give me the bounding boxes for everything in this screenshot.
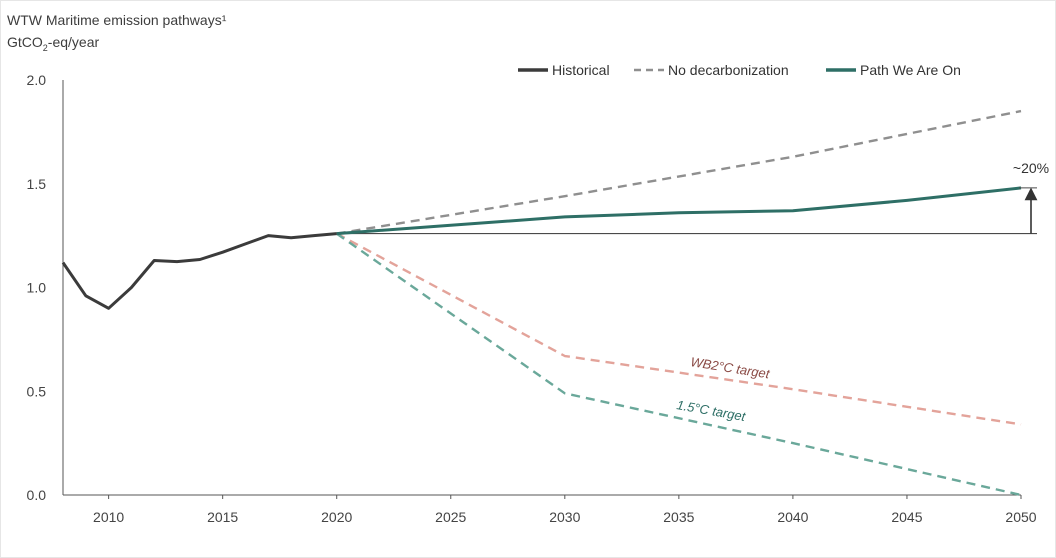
y-tick-label: 1.0 xyxy=(27,280,47,296)
x-tick-label: 2050 xyxy=(1005,509,1036,525)
x-tick-label: 2040 xyxy=(777,509,808,525)
x-tick-label: 2035 xyxy=(663,509,694,525)
legend-label-historical: Historical xyxy=(552,62,610,78)
series-line-no-decarbonization xyxy=(336,109,1022,235)
x-tick-label: 2020 xyxy=(321,509,352,525)
wb2-target-label: WB2°C target xyxy=(690,354,772,381)
y-tick-label: 2.0 xyxy=(27,72,47,88)
t15-target-label: 1.5°C target xyxy=(675,397,747,424)
x-tick-label: 2045 xyxy=(891,509,922,525)
series-line-path-we-are-on xyxy=(336,186,1022,236)
x-tick-label: 2010 xyxy=(93,509,124,525)
unit-prefix: GtCO xyxy=(7,34,43,50)
unit-suffix: -eq/year xyxy=(47,34,100,50)
x-tick-label: 2025 xyxy=(435,509,466,525)
chart-unit: GtCO2-eq/year xyxy=(7,34,99,53)
chart-title: WTW Maritime emission pathways¹ xyxy=(7,12,227,28)
series-line-t15 xyxy=(336,232,1022,497)
y-tick-label: 0.0 xyxy=(27,487,47,503)
x-tick-label: 2015 xyxy=(207,509,238,525)
unit-subscript: 2 xyxy=(42,42,48,53)
increase-label: ~20% xyxy=(1013,160,1049,176)
series-line-wb2 xyxy=(336,232,1022,426)
y-tick-label: 0.5 xyxy=(27,383,47,399)
legend-label-path-we-are-on: Path We Are On xyxy=(860,62,961,78)
legend-label-no-decarbonization: No decarbonization xyxy=(668,62,789,78)
x-tick-label: 2030 xyxy=(549,509,580,525)
y-tick-label: 1.5 xyxy=(27,176,47,192)
series-line-historical xyxy=(61,232,337,310)
